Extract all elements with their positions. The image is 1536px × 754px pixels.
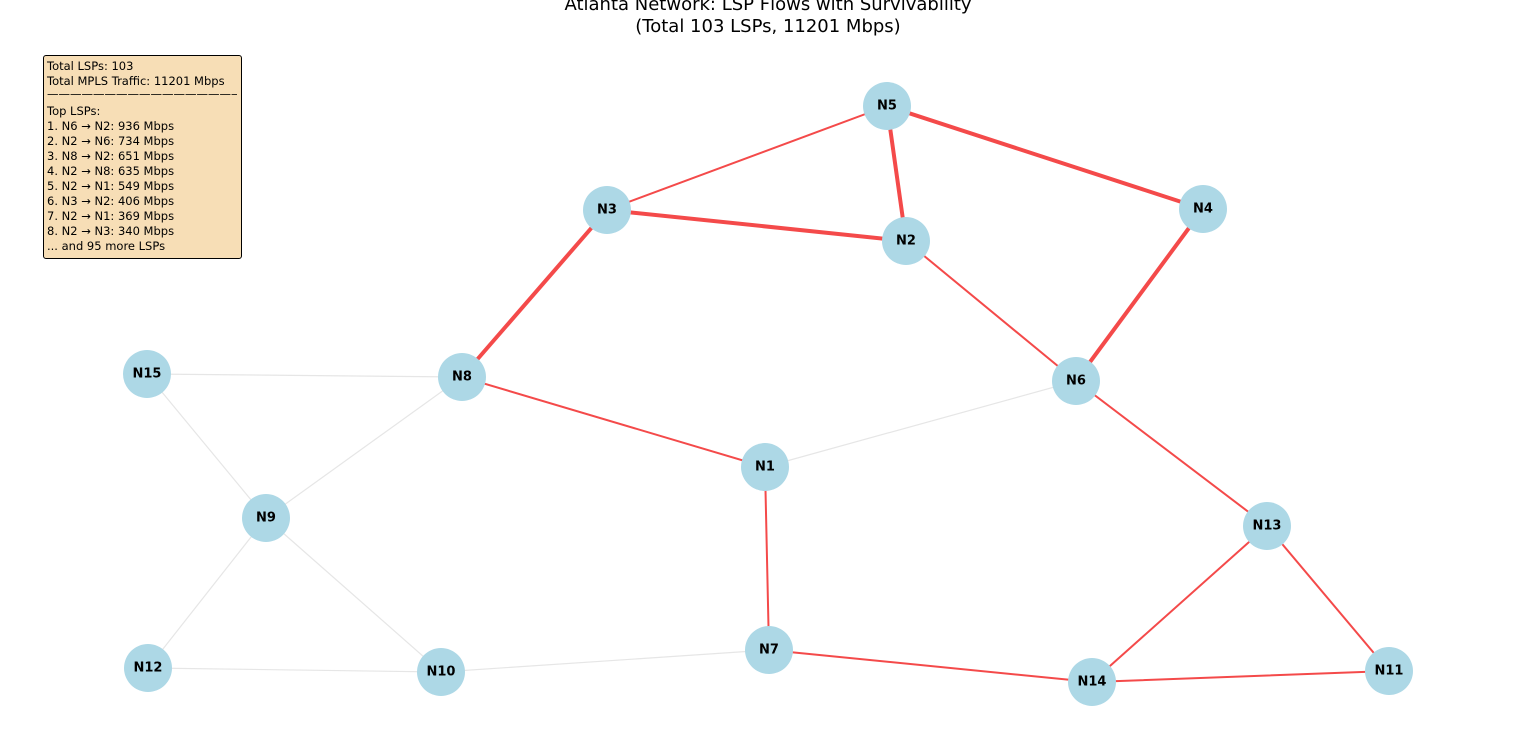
node-label: N6 bbox=[1066, 374, 1086, 389]
total-lsps: Total LSPs: 103 bbox=[47, 59, 237, 74]
node-label: N4 bbox=[1193, 202, 1213, 217]
edge-n3-n2 bbox=[607, 210, 906, 241]
edge-n10-n7 bbox=[441, 650, 769, 672]
top-lsp-item: 7. N2 → N1: 369 Mbps bbox=[47, 209, 237, 224]
node-label: N7 bbox=[759, 643, 779, 658]
edge-n14-n11 bbox=[1092, 671, 1389, 682]
total-traffic: Total MPLS Traffic: 11201 Mbps bbox=[47, 74, 237, 89]
node-label: N5 bbox=[877, 99, 897, 114]
edge-n13-n14 bbox=[1092, 526, 1267, 682]
edge-n6-n13 bbox=[1076, 381, 1267, 526]
top-lsp-item: 8. N2 → N3: 340 Mbps bbox=[47, 224, 237, 239]
node-label: N2 bbox=[896, 234, 916, 249]
node-n2: N2 bbox=[882, 217, 930, 265]
edge-n4-n6 bbox=[1076, 209, 1203, 381]
top-lsp-item: 2. N2 → N6: 734 Mbps bbox=[47, 134, 237, 149]
edge-n5-n3 bbox=[607, 106, 887, 210]
more-lsps-note: ... and 95 more LSPs bbox=[47, 239, 237, 254]
edge-n8-n1 bbox=[462, 377, 765, 467]
edge-n7-n14 bbox=[769, 650, 1092, 682]
edge-n12-n10 bbox=[148, 668, 441, 672]
node-label: N13 bbox=[1253, 519, 1282, 534]
lsp-summary-box: Total LSPs: 103 Total MPLS Traffic: 1120… bbox=[43, 55, 242, 259]
node-n10: N10 bbox=[417, 648, 465, 696]
node-label: N1 bbox=[755, 460, 775, 475]
edge-n8-n9 bbox=[266, 377, 462, 518]
node-label: N11 bbox=[1375, 664, 1404, 679]
node-label: N14 bbox=[1078, 675, 1107, 690]
node-label: N12 bbox=[134, 661, 163, 676]
node-n4: N4 bbox=[1179, 185, 1227, 233]
edge-n15-n9 bbox=[147, 374, 266, 518]
top-lsp-item: 5. N2 → N1: 549 Mbps bbox=[47, 179, 237, 194]
node-n13: N13 bbox=[1243, 502, 1291, 550]
node-label: N9 bbox=[256, 511, 276, 526]
node-n1: N1 bbox=[741, 443, 789, 491]
top-lsp-item: 1. N6 → N2: 936 Mbps bbox=[47, 119, 237, 134]
edge-n9-n12 bbox=[148, 518, 266, 668]
node-n11: N11 bbox=[1365, 647, 1413, 695]
edge-n5-n4 bbox=[887, 106, 1203, 209]
edge-n3-n8 bbox=[462, 210, 607, 377]
node-n9: N9 bbox=[242, 494, 290, 542]
edge-n1-n6 bbox=[765, 381, 1076, 467]
edge-n2-n6 bbox=[906, 241, 1076, 381]
node-n7: N7 bbox=[745, 626, 793, 674]
node-n8: N8 bbox=[438, 353, 486, 401]
node-label: N10 bbox=[427, 665, 456, 680]
node-label: N15 bbox=[133, 367, 162, 382]
node-label: N8 bbox=[452, 370, 472, 385]
node-n15: N15 bbox=[123, 350, 171, 398]
edge-n13-n11 bbox=[1267, 526, 1389, 671]
node-n6: N6 bbox=[1052, 357, 1100, 405]
separator-line: ———————————————————— bbox=[47, 89, 237, 104]
top-lsps-header: Top LSPs: bbox=[47, 104, 237, 119]
node-n14: N14 bbox=[1068, 658, 1116, 706]
top-lsp-item: 6. N3 → N2: 406 Mbps bbox=[47, 194, 237, 209]
node-label: N3 bbox=[597, 203, 617, 218]
node-n5: N5 bbox=[863, 82, 911, 130]
top-lsp-item: 4. N2 → N8: 635 Mbps bbox=[47, 164, 237, 179]
edge-n15-n8 bbox=[147, 374, 462, 377]
node-n3: N3 bbox=[583, 186, 631, 234]
top-lsp-item: 3. N8 → N2: 651 Mbps bbox=[47, 149, 237, 164]
edge-n9-n10 bbox=[266, 518, 441, 672]
node-n12: N12 bbox=[124, 644, 172, 692]
edge-n1-n7 bbox=[765, 467, 769, 650]
